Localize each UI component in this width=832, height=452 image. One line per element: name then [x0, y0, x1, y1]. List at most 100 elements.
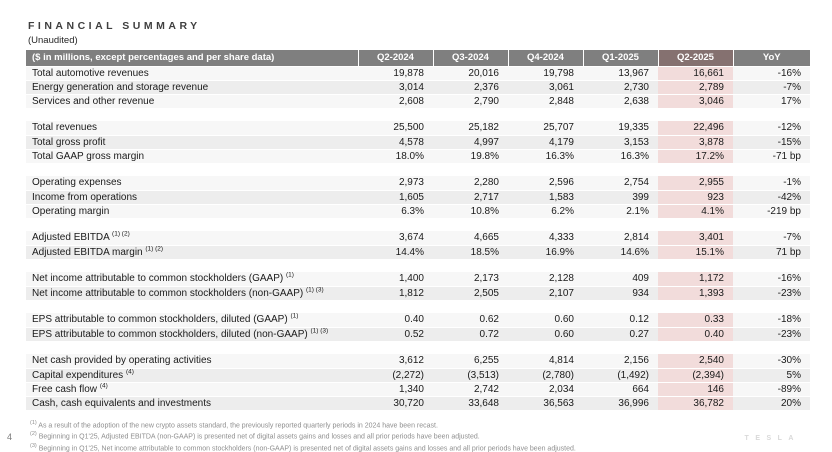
cell-q2-2024: 2,608 — [358, 94, 433, 109]
cell-q2-2024: 18.0% — [358, 149, 433, 164]
cell-yoy: -71 bp — [733, 149, 810, 164]
cell-q2-2024: 4,578 — [358, 135, 433, 150]
cell-q3-2024: 2,790 — [433, 94, 508, 109]
cell-q2-2024: (2,272) — [358, 368, 433, 383]
cell-q1-2025: 3,153 — [583, 135, 658, 150]
cell-q4-2024: 3,061 — [508, 80, 583, 95]
cell-q4-2024: 2,128 — [508, 272, 583, 287]
section-spacer — [26, 163, 810, 176]
cell-q1-2025: 399 — [583, 190, 658, 205]
cell-q1-2025: 14.6% — [583, 245, 658, 260]
cell-q2-2025: 923 — [658, 190, 733, 205]
cell-q4-2024: 16.3% — [508, 149, 583, 164]
cell-q3-2024: 19.8% — [433, 149, 508, 164]
footnote-3-marker: (3) — [30, 442, 37, 449]
cell-yoy: -89% — [733, 382, 810, 397]
cell-q2-2024: 2,973 — [358, 176, 433, 191]
footnote-1: (1) As a result of the adoption of the n… — [30, 419, 576, 430]
cell-q3-2024: 2,717 — [433, 190, 508, 205]
page-title: FINANCIAL SUMMARY — [28, 20, 201, 32]
cell-q4-2024: 36,563 — [508, 396, 583, 411]
cell-q2-2025: 4.1% — [658, 204, 733, 219]
cell-q2-2025: 0.40 — [658, 327, 733, 342]
cell-q1-2025: 2,638 — [583, 94, 658, 109]
cell-q1-2025: 16.3% — [583, 149, 658, 164]
row-label: Cash, cash equivalents and investments — [26, 396, 358, 411]
cell-q1-2025: 2.1% — [583, 204, 658, 219]
table-row: Adjusted EBITDA margin (1) (2) 14.4% 18.5%… — [26, 245, 810, 260]
cell-q1-2025: 0.27 — [583, 327, 658, 342]
cell-q1-2025: 19,335 — [583, 121, 658, 136]
footnotes: (1) As a result of the adoption of the n… — [30, 419, 576, 452]
cell-q1-2025: 664 — [583, 382, 658, 397]
cell-q3-2024: 2,505 — [433, 286, 508, 301]
row-label: Adjusted EBITDA margin (1) (2) — [26, 245, 358, 260]
cell-q2-2025: 146 — [658, 382, 733, 397]
cell-q2-2024: 14.4% — [358, 245, 433, 260]
footnote-ref: (4) — [99, 382, 108, 390]
row-label: Capital expenditures (4) — [26, 368, 358, 383]
cell-q3-2024: 20,016 — [433, 66, 508, 81]
cell-q4-2024: 19,798 — [508, 66, 583, 81]
table-row: Services and other revenue 2,608 2,790 2,84… — [26, 94, 810, 109]
cell-q4-2024: 0.60 — [508, 313, 583, 328]
cell-q2-2025: 15.1% — [658, 245, 733, 260]
cell-yoy: 5% — [733, 368, 810, 383]
row-label: Total GAAP gross margin — [26, 149, 358, 164]
table-row: Income from operations 1,605 2,717 1,583 399… — [26, 190, 810, 205]
cell-q2-2024: 1,605 — [358, 190, 433, 205]
section-spacer — [26, 218, 810, 231]
cell-q1-2025: 2,730 — [583, 80, 658, 95]
cell-yoy: -7% — [733, 231, 810, 246]
cell-yoy: -1% — [733, 176, 810, 191]
page-number: 4 — [7, 432, 13, 442]
cell-q4-2024: 25,707 — [508, 121, 583, 136]
cell-q4-2024: 2,107 — [508, 286, 583, 301]
table-row: Total revenues 25,500 25,182 25,707 19,335 22… — [26, 121, 810, 136]
cell-q2-2024: 0.40 — [358, 313, 433, 328]
cell-q1-2025: 409 — [583, 272, 658, 287]
table-row: Cash, cash equivalents and investments 30… — [26, 396, 810, 411]
cell-q1-2025: 36,996 — [583, 396, 658, 411]
cell-q3-2024: 10.8% — [433, 204, 508, 219]
cell-q2-2025: (2,394) — [658, 368, 733, 383]
cell-q1-2025: 2,814 — [583, 231, 658, 246]
cell-q3-2024: 2,280 — [433, 176, 508, 191]
table-row: Free cash flow (4) 1,340 2,742 2,034 664 146-… — [26, 382, 810, 397]
cell-q4-2024: 0.60 — [508, 327, 583, 342]
cell-q4-2024: 6.2% — [508, 204, 583, 219]
cell-q2-2025: 2,789 — [658, 80, 733, 95]
cell-q3-2024: 0.72 — [433, 327, 508, 342]
cell-q1-2025: 934 — [583, 286, 658, 301]
footnote-ref: (1) — [290, 313, 299, 320]
cell-q3-2024: 2,376 — [433, 80, 508, 95]
footnote-ref: (1) (3) — [310, 327, 329, 335]
cell-q2-2024: 19,878 — [358, 66, 433, 81]
cell-q2-2025: 22,496 — [658, 121, 733, 136]
row-label: Total gross profit — [26, 135, 358, 150]
footnote-3-text: Beginning in Q1'25, Net income attributa… — [38, 444, 576, 452]
cell-q2-2024: 3,674 — [358, 231, 433, 246]
footnote-1-marker: (1) — [30, 420, 37, 426]
header-q4-2024: Q4-2024 — [508, 50, 584, 67]
footnote-3: (3) Beginning in Q1'25, Net income attri… — [30, 442, 576, 452]
cell-q2-2025: 3,878 — [658, 135, 733, 150]
cell-q4-2024: 4,179 — [508, 135, 583, 150]
cell-q1-2025: (1,492) — [583, 368, 658, 383]
cell-yoy: -16% — [733, 66, 810, 81]
cell-q4-2024: 2,848 — [508, 94, 583, 109]
cell-yoy: -18% — [733, 313, 810, 328]
cell-yoy: -16% — [733, 272, 810, 287]
cell-q2-2025: 3,401 — [658, 231, 733, 246]
cell-q4-2024: 4,333 — [508, 231, 583, 246]
row-label: Income from operations — [26, 190, 358, 205]
table-row: EPS attributable to common stockholders,… — [26, 313, 810, 328]
cell-q3-2024: 4,997 — [433, 135, 508, 150]
cell-q2-2025: 36,782 — [658, 396, 733, 411]
table-body: Total automotive revenues 19,878 20,016 19,… — [26, 66, 810, 411]
cell-q3-2024: 18.5% — [433, 245, 508, 260]
cell-q2-2025: 17.2% — [658, 149, 733, 164]
cell-q2-2024: 1,812 — [358, 286, 433, 301]
cell-q3-2024: (3,513) — [433, 368, 508, 383]
cell-q1-2025: 0.12 — [583, 313, 658, 328]
